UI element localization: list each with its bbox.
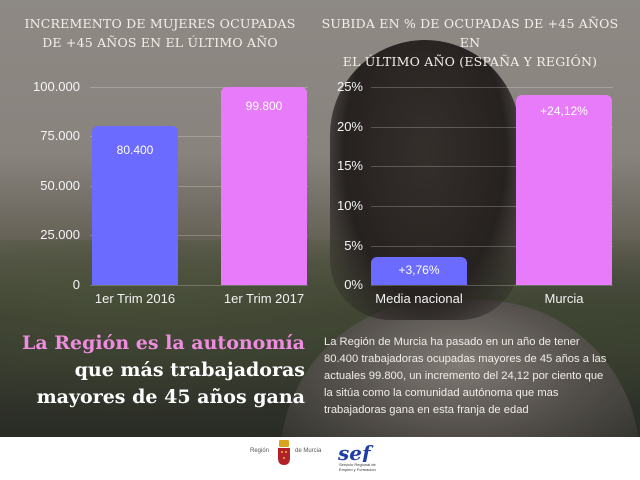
chart2-bar-value: +24,12% [540, 104, 588, 118]
sef-logo-icon: sef [338, 444, 374, 462]
chart2-bar-value: +3,76% [398, 263, 440, 277]
headline-line1: La Región es la autonomía [21, 332, 305, 354]
chart1-ytick: 100.000 [33, 79, 80, 94]
chart2-category-label: Media nacional [375, 291, 463, 306]
chart1-title-line1: INCREMENTO DE MUJERES OCUPADAS [24, 16, 296, 31]
sef-subtitle-line2: Empleo y Formación [339, 467, 376, 472]
svg-text:sef: sef [338, 444, 374, 462]
chart1-title: INCREMENTO DE MUJERES OCUPADAS DE +45 AÑ… [10, 14, 310, 52]
chart2-gridline [371, 285, 613, 286]
sef-subtitle-line1: Servicio Regional de [339, 462, 376, 467]
chart1-bar-value: 99.800 [245, 99, 283, 113]
chart1-bar-2016: 80.400 [92, 126, 178, 285]
chart2-bar-murcia: +24,12% [516, 95, 612, 285]
chart1-ytick: 0 [72, 277, 80, 292]
region-murcia-crest-icon [278, 440, 290, 465]
chart1-gridline [90, 87, 308, 88]
chart2-ytick: 10% [336, 198, 363, 213]
chart1-ytick: 75.000 [40, 128, 80, 143]
footer [0, 437, 640, 480]
chart2-ytick: 0% [344, 277, 363, 292]
chart2-ytick: 15% [336, 158, 363, 173]
chart1-gridline [90, 186, 308, 187]
chart2-title-line1: SUBIDA EN % DE OCUPADAS DE +45 AÑOS EN [321, 16, 619, 50]
chart2-ytick: 25% [336, 79, 363, 94]
chart1-gridline [90, 285, 308, 286]
chart2-ytick: 5% [344, 238, 363, 253]
sef-logo-subtitle: Servicio Regional de Empleo y Formación [339, 462, 376, 472]
headline-line3: mayores de 45 años gana [36, 386, 305, 408]
chart2-bar-media-nacional: +3,76% [371, 257, 467, 285]
chart2-gridline [371, 206, 613, 207]
body-paragraph: La Región de Murcia ha pasado en un año … [324, 336, 607, 416]
chart2-title-line2: EL ÚLTIMO AÑO (ESPAÑA Y REGIÓN) [342, 54, 598, 69]
chart1-ytick: 50.000 [40, 178, 80, 193]
chart2-category-label: Murcia [544, 291, 584, 306]
region-logo-text-right: de Murcia [295, 448, 322, 454]
chart2-gridline [371, 246, 613, 247]
chart1-category-label: 1er Trim 2017 [223, 291, 305, 306]
chart2-gridline [371, 87, 613, 88]
chart1-category-label: 1er Trim 2016 [94, 291, 176, 306]
chart2-gridline [371, 166, 613, 167]
headline-line2: que más trabajadoras [74, 359, 305, 381]
chart2-ytick: 20% [336, 119, 363, 134]
chart1-gridline [90, 235, 308, 236]
headline: La Región es la autonomía que más trabaj… [10, 330, 305, 411]
chart1-bar-value: 80.400 [116, 143, 154, 157]
chart1-gridline [90, 136, 308, 137]
chart1-title-line2: DE +45 AÑOS EN EL ÚLTIMO AÑO [42, 35, 278, 50]
chart1-ytick: 25.000 [40, 227, 80, 242]
chart2-title: SUBIDA EN % DE OCUPADAS DE +45 AÑOS EN E… [320, 14, 620, 71]
chart2-gridline [371, 127, 613, 128]
region-logo-text-left: Región [250, 448, 270, 454]
chart1-bar-2017: 99.800 [221, 87, 307, 285]
